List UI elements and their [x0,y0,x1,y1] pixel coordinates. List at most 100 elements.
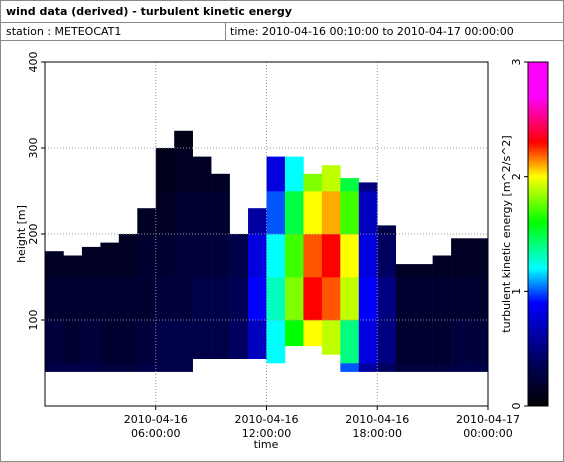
heatmap-cell [414,320,433,364]
heatmap-cell [155,234,175,278]
heatmap-cell [451,277,470,321]
heatmap-cell [284,320,304,347]
heatmap-cell [432,255,452,278]
heatmap-cell [284,234,304,278]
heatmap-cell [137,363,157,372]
heatmap-cell [303,277,323,321]
heatmap-cell [340,320,360,364]
heatmap-cell [155,277,175,321]
heatmap-cell [303,173,323,192]
heatmap-cell [174,363,193,372]
heatmap-cell [118,234,138,278]
heatmap-cell [414,264,433,278]
heatmap-cell [248,234,267,278]
heatmap-cell [395,264,415,278]
heatmap-cell [211,234,230,278]
heatmap-cell [414,363,433,372]
heatmap-cell [358,182,378,192]
heatmap-cell [321,277,341,321]
heatmap-cell [451,363,470,372]
heatmap-cell [192,156,212,192]
heatmap-cell [469,238,489,278]
heatmap-cell [81,320,101,364]
heatmap-cell [211,277,230,321]
heatmap-cell [248,320,267,359]
heatmap-cell [211,191,230,235]
heatmap-cell [45,320,64,364]
heatmap-cell [432,363,452,372]
heatmap-cell [192,277,212,321]
heatmap-cell [248,277,267,321]
heatmap-cell [100,242,120,278]
heatmap-cell [303,320,323,347]
heatmap-cell [321,320,341,355]
plot-frame [44,61,489,407]
heatmap-cell [377,277,397,321]
heatmap-cell [358,320,378,364]
heatmap-cell [174,277,193,321]
heatmap-cell [229,277,249,321]
heatmap-cell [358,277,378,321]
heatmap-cell [395,320,415,364]
heatmap-cell [211,173,230,192]
heatmap-cell [377,320,397,364]
heatmap-cell [81,277,101,321]
heatmap-cell [395,277,415,321]
heatmap-cell [340,363,360,372]
y-axis-label: height [m] [15,205,28,263]
colorbar-tick-label: 3 [510,59,523,66]
heatmap-cell [377,234,397,278]
heatmap-cell [358,363,378,372]
heatmap-cell [155,191,175,235]
heatmap-cell [469,277,489,321]
heatmap-cell [174,148,193,192]
heatmap-cell [451,320,470,364]
heatmap-cell [340,178,360,192]
heatmap-cell [155,363,175,372]
heatmap-cell [45,363,64,372]
colorbar-tick-label: 0 [510,403,523,410]
x-tick-label: 2010-04-17 00:00:00 [456,413,520,440]
heatmap-cell [211,320,230,359]
heatmap-cell [321,234,341,278]
heatmap-cell [155,148,175,192]
heatmap-cell [266,320,286,364]
heatmap-cell [137,320,157,364]
time-range: time: 2010-04-16 00:10:00 to 2010-04-17 … [230,25,514,38]
y-tick-label: 100 [27,310,40,331]
heatmap-cell [469,320,489,364]
heatmap-cell [340,234,360,278]
heatmap-cell [118,363,138,372]
heatmap-cell [174,234,193,278]
y-tick-label: 300 [27,138,40,159]
colorbar [527,61,549,407]
heatmap-cell [358,234,378,278]
heatmap-cell [192,191,212,235]
y-tick-label: 200 [27,224,40,245]
heatmap-cell [192,234,212,278]
heatmap-cell [118,277,138,321]
colorbar-tick-label: 2 [510,173,523,180]
heatmap-cell [266,156,286,192]
y-tick-label: 400 [27,52,40,73]
heatmap-cell [229,320,249,359]
heatmap-cell [100,363,120,372]
heatmap-cell [303,191,323,235]
heatmap-cell [451,238,470,278]
heatmap-cell [137,208,157,235]
heatmap-cell [358,191,378,235]
colorbar-label: turbulent kinetic energy [m^2/s^2] [500,135,513,332]
heatmap-cell [192,320,212,359]
heatmap-cell [266,277,286,321]
heatmap-cell [229,234,249,278]
heatmap-cell [63,320,83,364]
heatmap-cell [321,191,341,235]
heatmap-cell [469,363,489,372]
heatmap-cell [266,234,286,278]
chart-title: wind data (derived) - turbulent kinetic … [6,5,292,18]
heatmap-cell [248,208,267,235]
heatmap-cell [303,234,323,278]
heatmap-cell [137,234,157,278]
x-tick-label: 2010-04-16 18:00:00 [345,413,409,440]
